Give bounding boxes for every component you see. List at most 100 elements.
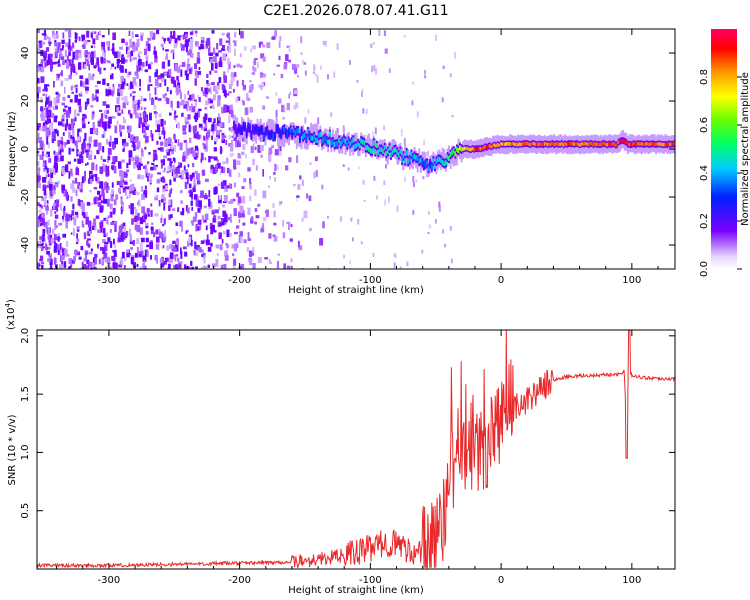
noise-speckle — [149, 177, 152, 180]
noise-speckle — [51, 134, 54, 140]
noise-speckle — [301, 179, 304, 186]
noise-speckle — [195, 199, 200, 207]
noise-speckle — [91, 93, 95, 102]
noise-speckle — [78, 185, 82, 192]
noise-speckle — [119, 46, 123, 50]
noise-speckle — [288, 59, 291, 63]
ridge-core — [402, 153, 405, 159]
noise-speckle — [228, 91, 232, 94]
noise-speckle — [237, 96, 241, 101]
noise-speckle — [209, 70, 212, 75]
noise-speckle — [154, 78, 159, 87]
noise-speckle — [174, 110, 177, 115]
noise-speckle — [74, 39, 77, 43]
noise-speckle — [265, 209, 269, 217]
noise-speckle — [373, 64, 376, 71]
noise-speckle — [124, 257, 127, 262]
noise-speckle — [161, 193, 165, 200]
noise-speckle — [140, 266, 144, 269]
noise-speckle — [49, 253, 52, 257]
noise-speckle — [54, 61, 58, 64]
noise-speckle — [91, 226, 95, 230]
noise-speckle — [193, 185, 195, 189]
noise-speckle — [100, 56, 103, 63]
noise-speckle — [58, 144, 62, 151]
noise-speckle — [102, 228, 106, 234]
noise-speckle — [181, 226, 184, 232]
noise-speckle — [42, 218, 45, 225]
noise-speckle — [162, 224, 165, 227]
noise-speckle — [158, 113, 162, 118]
ridge-core — [435, 158, 438, 164]
ridge-core — [542, 143, 545, 147]
ridge-core — [669, 142, 672, 147]
noise-speckle — [59, 246, 64, 254]
noise-speckle — [204, 194, 208, 200]
noise-speckle — [200, 43, 204, 50]
noise-speckle — [123, 226, 126, 233]
colorbar-gradient — [711, 29, 737, 269]
noise-speckle — [183, 104, 187, 109]
noise-speckle — [203, 144, 207, 150]
noise-speckle — [191, 266, 195, 269]
noise-speckle — [130, 113, 133, 119]
noise-speckle — [204, 87, 209, 95]
noise-speckle — [56, 51, 58, 57]
noise-speckle — [226, 157, 229, 164]
noise-speckle — [96, 96, 99, 102]
noise-speckle — [153, 105, 157, 110]
noise-speckle — [272, 203, 275, 208]
ridge-core — [576, 142, 579, 146]
noise-speckle — [154, 254, 158, 261]
noise-speckle — [333, 71, 336, 78]
noise-speckle — [176, 66, 181, 73]
noise-speckle — [84, 114, 87, 119]
noise-speckle — [136, 226, 140, 233]
noise-speckle — [81, 176, 85, 184]
noise-speckle — [62, 108, 66, 112]
ridge-core — [314, 137, 317, 143]
noise-speckle — [84, 211, 88, 219]
noise-speckle — [146, 114, 148, 122]
noise-speckle — [46, 200, 49, 204]
noise-speckle — [233, 134, 238, 141]
ridge-core — [281, 127, 284, 133]
noise-speckle — [112, 43, 115, 51]
noise-speckle — [158, 231, 163, 238]
noise-speckle — [126, 249, 130, 258]
noise-speckle — [161, 130, 166, 135]
noise-speckle — [189, 68, 192, 75]
noise-speckle — [139, 112, 142, 117]
noise-speckle — [223, 88, 226, 97]
noise-speckle — [40, 76, 45, 83]
ridge-core — [380, 147, 383, 152]
noise-speckle — [129, 233, 132, 240]
noise-speckle — [114, 224, 117, 233]
noise-speckle — [427, 211, 430, 215]
noise-speckle — [163, 197, 166, 202]
ridge-core — [540, 142, 543, 146]
noise-speckle — [119, 64, 122, 71]
noise-speckle — [182, 155, 186, 162]
noise-speckle — [167, 158, 171, 161]
noise-speckle — [262, 105, 266, 110]
noise-speckle — [116, 107, 120, 114]
ridge-halo — [244, 124, 247, 143]
noise-speckle — [112, 250, 116, 253]
noise-speckle — [129, 81, 134, 89]
ridge-core — [270, 131, 273, 137]
noise-speckle — [102, 247, 106, 254]
noise-speckle — [145, 41, 149, 44]
noise-speckle — [308, 195, 312, 202]
noise-speckle — [87, 78, 90, 85]
noise-speckle — [181, 44, 185, 51]
noise-speckle — [66, 213, 70, 222]
noise-speckle — [274, 177, 276, 182]
ridge-halo — [368, 133, 370, 152]
noise-speckle — [171, 151, 174, 155]
noise-speckle — [178, 262, 182, 269]
noise-speckle — [105, 232, 108, 236]
noise-speckle — [155, 194, 159, 198]
ridge-core — [267, 132, 270, 138]
ridge-core — [259, 127, 262, 133]
